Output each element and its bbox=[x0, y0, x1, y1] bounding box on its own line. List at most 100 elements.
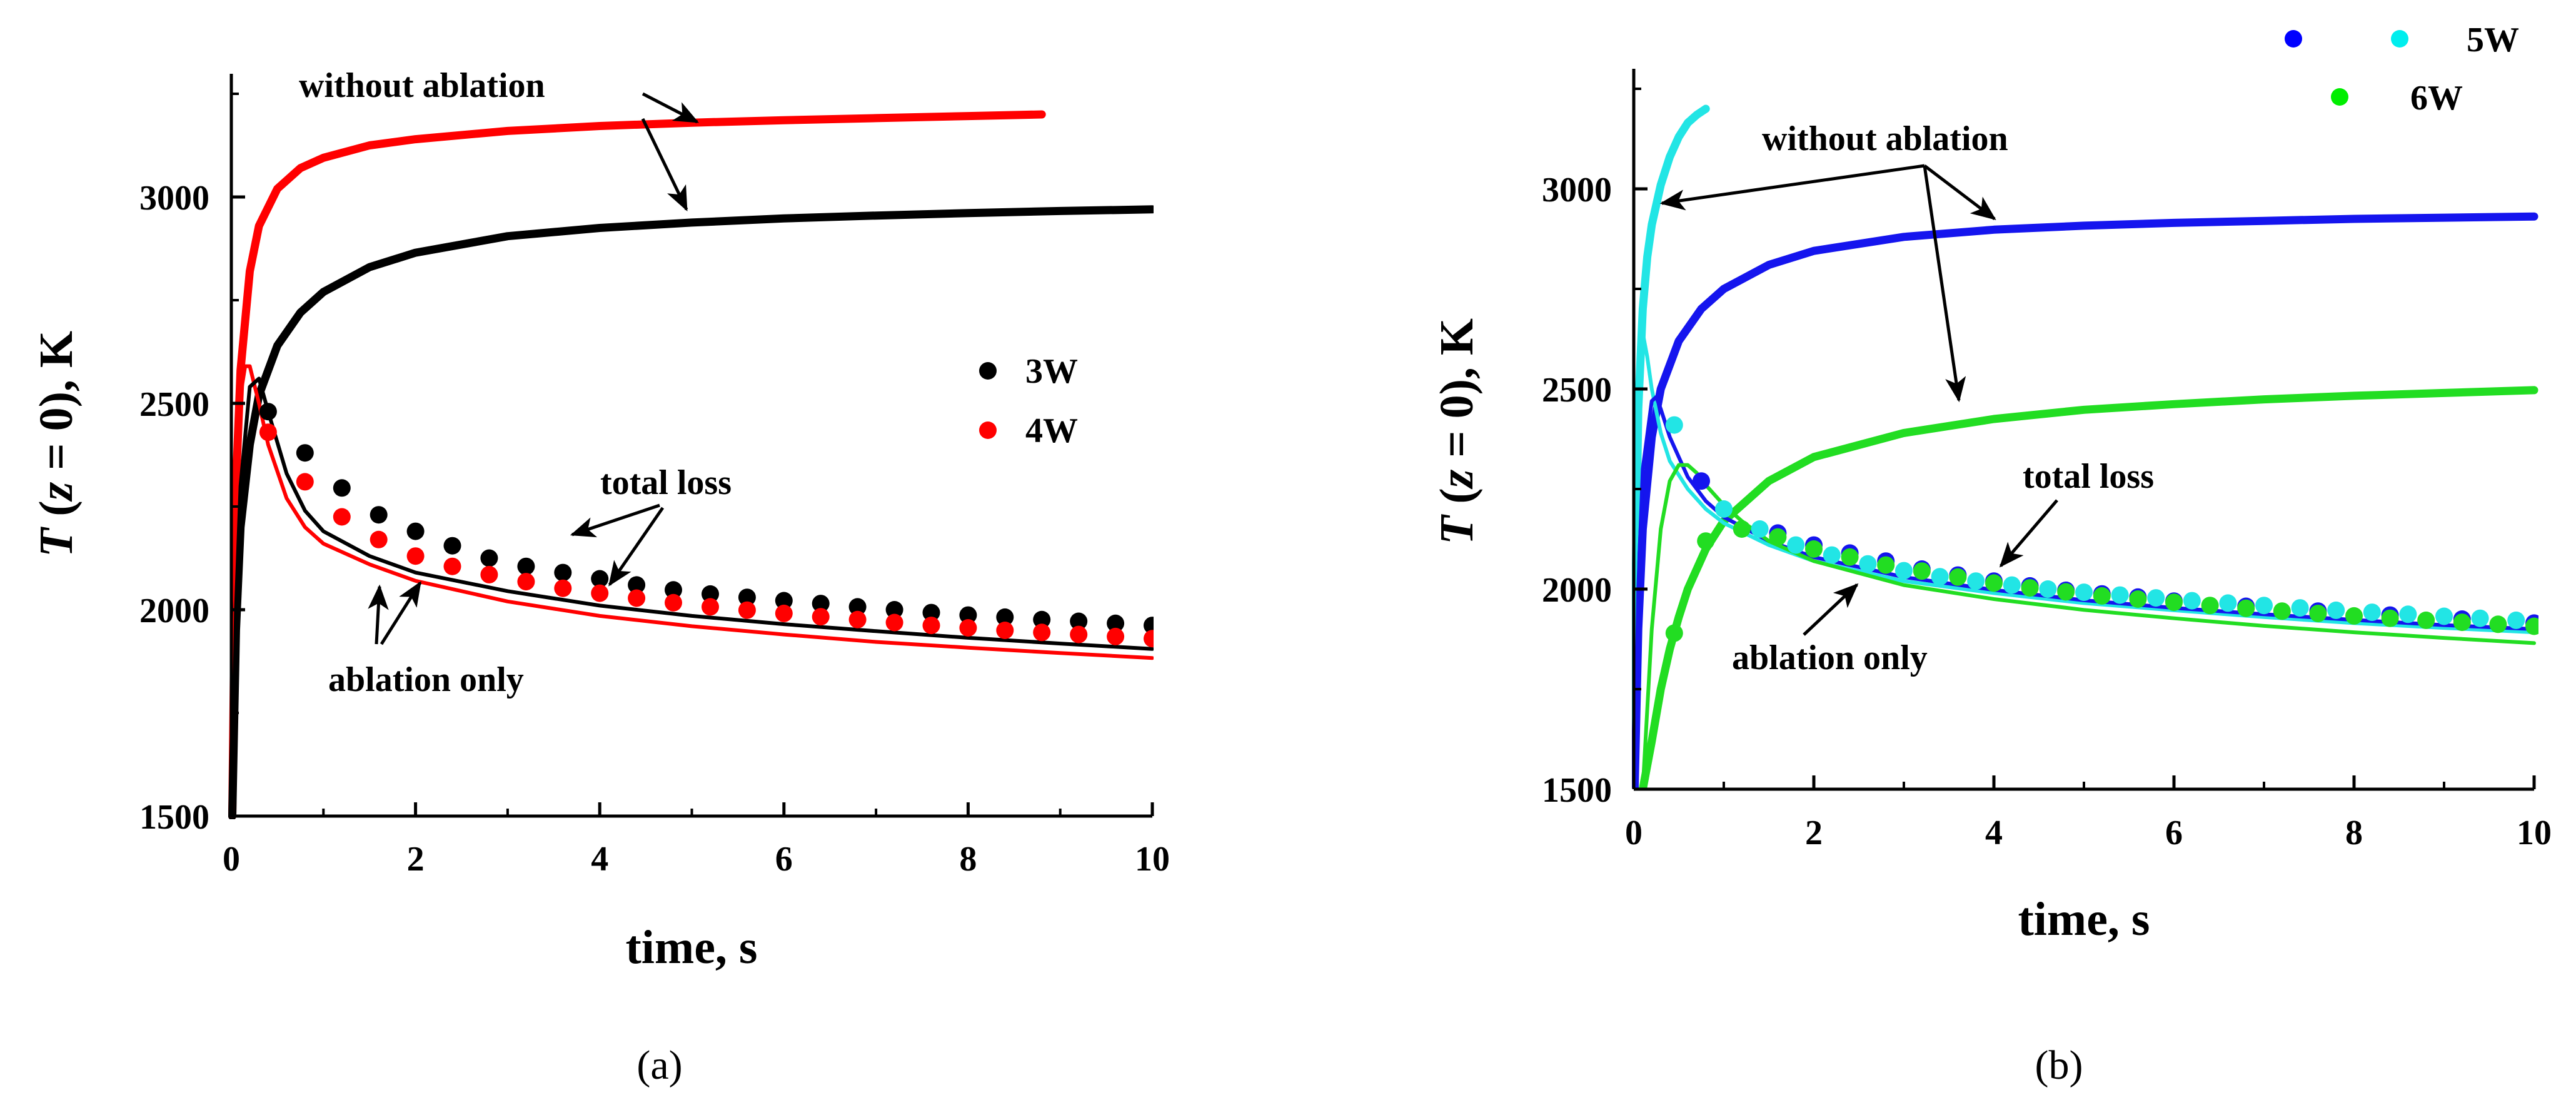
panel-b-legend-label-6w: 6W bbox=[2410, 79, 2463, 118]
panel-a-point-4w-total-loss bbox=[628, 589, 646, 607]
panel-b-point-5w-cyan-total-loss bbox=[1823, 546, 1841, 564]
panel-a-xtick-0: 0 bbox=[223, 840, 240, 879]
panel-b-point-5w-cyan-total-loss bbox=[1665, 416, 1683, 434]
panel-a-point-4w-total-loss bbox=[554, 579, 572, 597]
panel-b-annotation-without-ablation: without ablation bbox=[1762, 119, 2008, 158]
panel-a-point-3w-total-loss bbox=[628, 576, 646, 594]
panel-a-point-4w-total-loss bbox=[702, 598, 719, 616]
panel-b-point-6w-total-loss bbox=[2381, 609, 2399, 627]
panel-a-annotation-ablation-only: ablation only bbox=[328, 660, 524, 699]
panel-b-point-5w-cyan-total-loss bbox=[1787, 536, 1805, 554]
panel-a-ytick-3000: 3000 bbox=[139, 179, 209, 218]
panel-a-annotation-total-loss: total loss bbox=[600, 463, 732, 502]
panel-b-point-6w-total-loss bbox=[2309, 605, 2327, 622]
panel-a-point-4w-total-loss bbox=[848, 610, 867, 628]
panel-b-arrow-ablation-only bbox=[1803, 583, 1859, 636]
panel-a-point-4w-total-loss bbox=[1107, 627, 1125, 645]
panel-b-point-6w-total-loss bbox=[1841, 548, 1859, 566]
panel-b-point-5w-cyan-total-loss bbox=[2255, 597, 2273, 615]
panel-b-point-6w-total-loss bbox=[1877, 556, 1895, 574]
panel-b-xtick-2: 2 bbox=[1805, 814, 1823, 852]
panel-b-point-6w-total-loss bbox=[1665, 624, 1683, 642]
panel-b-point-5w-cyan-total-loss bbox=[2399, 605, 2417, 623]
panel-a-line-4w-ablation-only bbox=[230, 364, 1154, 818]
panel-a-point-4w-total-loss bbox=[812, 608, 830, 626]
panel-a-legend-label-3w: 3W bbox=[1025, 352, 1078, 391]
panel-a-arrow-total-loss-4w bbox=[608, 507, 665, 587]
panel-b-legend: 5W 6W bbox=[2285, 21, 2519, 118]
panel-a-point-4w-total-loss bbox=[959, 619, 977, 637]
panel-b-xtick-4: 4 bbox=[1985, 814, 2003, 852]
panel-a-line-4w-without-ablation bbox=[228, 110, 1046, 819]
panel-a-point-3w-total-loss bbox=[738, 588, 756, 607]
panel-b-point-5w-cyan-total-loss bbox=[1715, 500, 1733, 518]
panel-a-point-4w-total-loss bbox=[333, 508, 351, 526]
panel-b-point-6w-total-loss bbox=[2165, 593, 2183, 612]
panel-b-point-5w-cyan-total-loss bbox=[1895, 562, 1913, 580]
panel-a-point-4w-total-loss bbox=[738, 601, 756, 619]
panel-b-point-6w-total-loss bbox=[2489, 615, 2507, 633]
panel-b-y-tick-labels: 1500 2000 2500 3000 bbox=[1542, 171, 1612, 810]
panel-b-point-5w-cyan-total-loss bbox=[2507, 611, 2525, 629]
panel-a-y-axis-label: T (z = 0), K bbox=[30, 331, 83, 557]
panel-b-ticks bbox=[1632, 88, 2536, 791]
panel-b-legend-marker-5w-blue bbox=[2285, 30, 2302, 48]
panel-a-line-3w-ablation-only bbox=[230, 376, 1154, 818]
panel-b-point-5w-cyan-total-loss bbox=[2363, 603, 2381, 622]
panel-a-point-4w-total-loss bbox=[665, 593, 682, 612]
panel-a-point-4w-total-loss bbox=[296, 473, 314, 491]
panel-a-xtick-6: 6 bbox=[775, 840, 793, 879]
panel-a-point-3w-total-loss bbox=[702, 585, 719, 603]
panel-b-point-5w-cyan-total-loss bbox=[2003, 576, 2021, 594]
panel-a-point-4w-total-loss bbox=[1033, 623, 1051, 642]
panel-a-legend: 3W 4W bbox=[979, 352, 1078, 450]
panel-a-point-3w-total-loss bbox=[296, 444, 314, 462]
panel-b-point-5w-cyan-total-loss bbox=[2219, 594, 2237, 612]
panel-a-ytick-2000: 2000 bbox=[139, 592, 209, 630]
panel-a-point-3w-total-loss bbox=[996, 608, 1014, 626]
panel-b-annotation-ablation-only: ablation only bbox=[1732, 638, 1928, 677]
panel-a-arrow-ablation-only-2 bbox=[380, 581, 422, 645]
panel-a: 0 2 4 6 8 10 1500 2000 2500 3000 time, s… bbox=[30, 66, 1170, 1088]
panel-b-line-5w-cyan-ablation-only bbox=[1632, 331, 2536, 788]
panel-b-xtick-6: 6 bbox=[2165, 814, 2183, 852]
panel-b-x-axis-label: time, s bbox=[2018, 893, 2150, 946]
panel-b-legend-label-5w: 5W bbox=[2467, 21, 2519, 59]
panel-b-ytick-3000: 3000 bbox=[1542, 171, 1612, 209]
panel-b-point-5w-cyan-total-loss bbox=[2075, 583, 2093, 602]
panel-b-point-5w-cyan-total-loss bbox=[2291, 599, 2309, 617]
panel-a-point-4w-total-loss bbox=[517, 573, 535, 591]
panel-a-point-3w-total-loss bbox=[812, 595, 830, 613]
panel-a-legend-label-4w: 4W bbox=[1025, 411, 1078, 450]
panel-b-point-5w-cyan-total-loss bbox=[2327, 601, 2345, 619]
panel-a-point-4w-total-loss bbox=[996, 622, 1014, 639]
panel-b-ytick-2000: 2000 bbox=[1542, 571, 1612, 610]
panel-a-point-4w-total-loss bbox=[591, 584, 609, 602]
panel-a-point-4w-total-loss bbox=[775, 604, 793, 622]
panel-b-point-6w-total-loss bbox=[1805, 540, 1823, 558]
panel-b-line-5w-blue-without-ablation bbox=[1632, 212, 2538, 788]
panel-b-point-6w-total-loss bbox=[2273, 602, 2291, 620]
panel-a-caption: (a) bbox=[636, 1042, 682, 1088]
panel-a-point-3w-total-loss bbox=[848, 598, 867, 616]
panel-b-point-6w-total-loss bbox=[2093, 587, 2111, 605]
panel-a-point-4w-total-loss bbox=[370, 530, 388, 548]
panel-b-xtick-0: 0 bbox=[1625, 814, 1643, 852]
panel-b-arrow-to-5w-cyan bbox=[1659, 164, 1925, 211]
panel-b-point-6w-total-loss bbox=[2525, 617, 2538, 635]
panel-b-point-5w-cyan-total-loss bbox=[2435, 607, 2453, 625]
panel-a-x-tick-labels: 0 2 4 6 8 10 bbox=[223, 840, 1170, 879]
panel-b-caption: (b) bbox=[2035, 1042, 2083, 1088]
panel-a-point-3w-total-loss bbox=[480, 549, 498, 567]
panel-a-annotation-without-ablation: without ablation bbox=[299, 66, 545, 105]
panel-b-point-5w-cyan-total-loss bbox=[2039, 580, 2057, 598]
panel-a-point-3w-total-loss bbox=[554, 563, 572, 582]
panel-a-arrow-ablation-only-1 bbox=[368, 584, 389, 645]
panel-a-xtick-2: 2 bbox=[407, 840, 425, 879]
panel-b-point-6w-total-loss bbox=[1949, 568, 1967, 586]
panel-a-point-3w-total-loss bbox=[591, 570, 609, 588]
panel-b-line-6w-without-ablation bbox=[1639, 386, 2538, 788]
panel-a-point-4w-total-loss bbox=[443, 557, 461, 575]
panel-b-point-5w-cyan-total-loss bbox=[2471, 609, 2489, 627]
